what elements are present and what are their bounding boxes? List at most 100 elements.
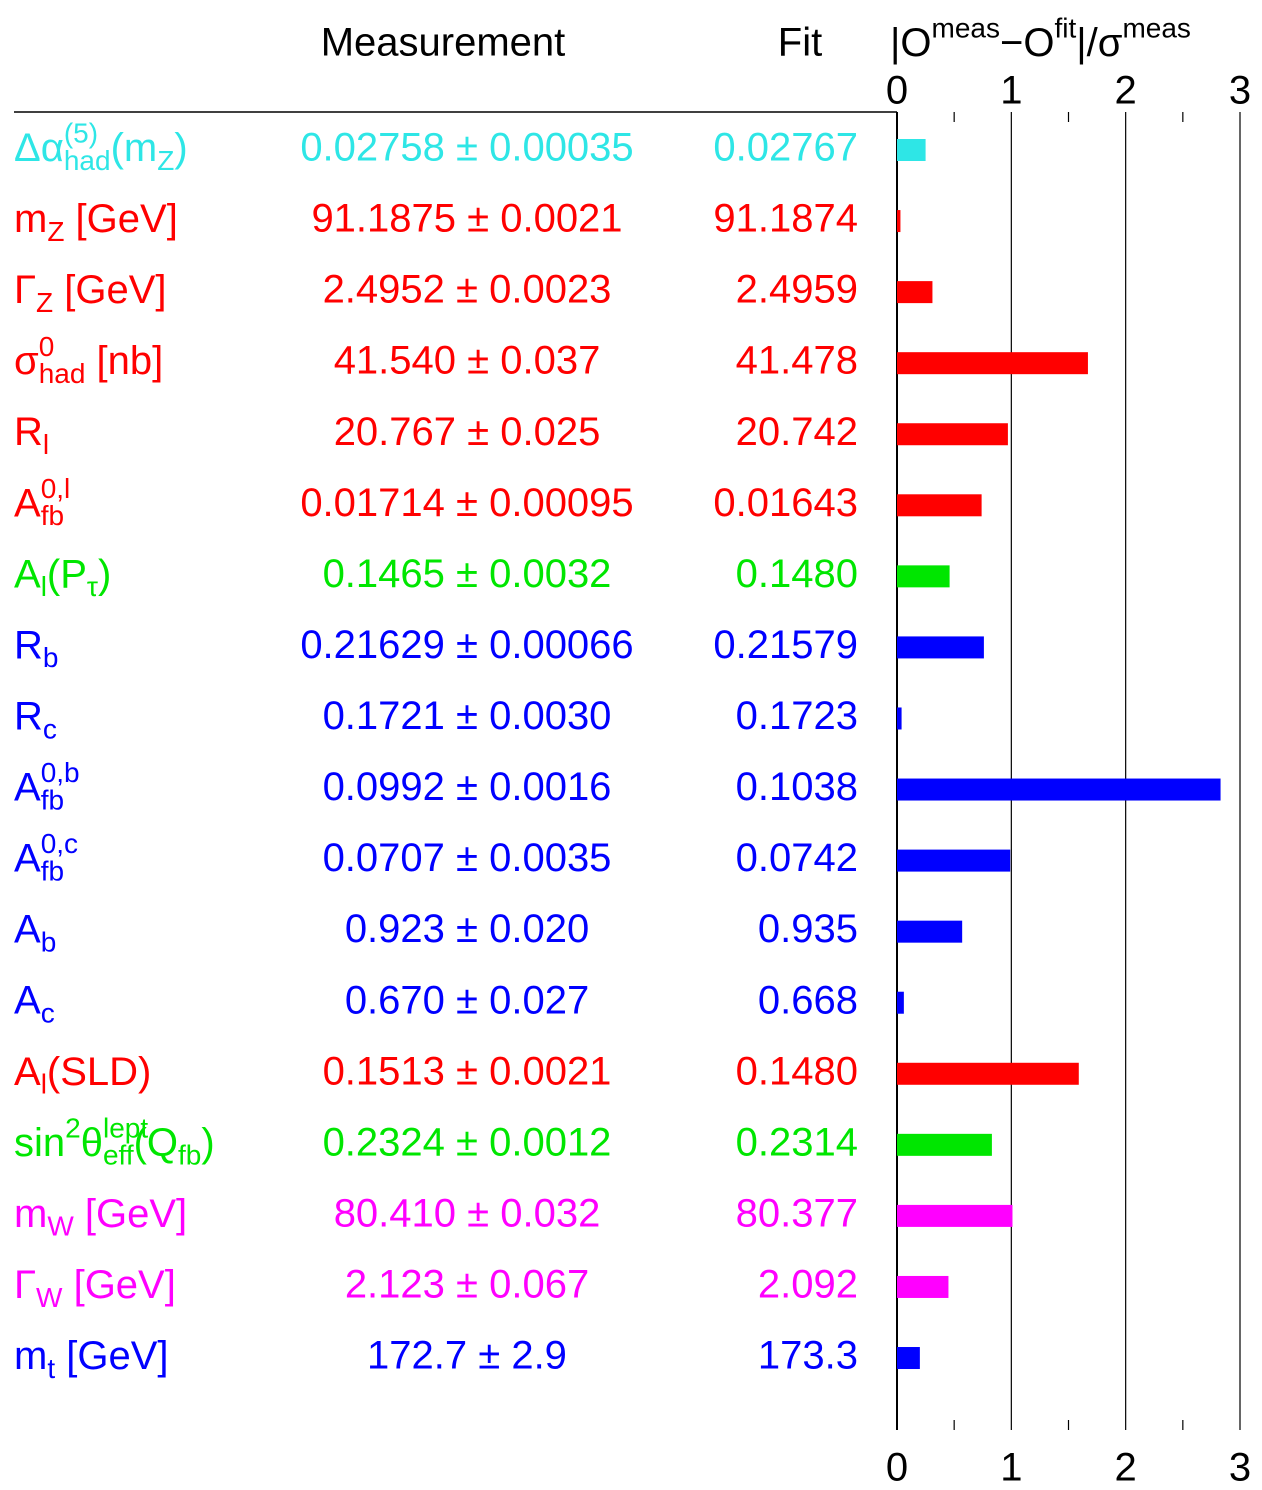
label-part: [GeV] xyxy=(53,268,166,312)
label-part: ) xyxy=(201,1120,214,1164)
row-label: Rb xyxy=(14,623,58,674)
measurement: 2.123 ± 0.067 xyxy=(345,1263,589,1307)
row-label: Ac xyxy=(14,978,55,1029)
label-part: (Q xyxy=(134,1120,178,1164)
row-label: Rl xyxy=(14,410,49,461)
subscript: W xyxy=(36,1282,63,1313)
measurement: 20.767 ± 0.025 xyxy=(334,410,601,454)
fit-value: 0.1480 xyxy=(736,1049,858,1093)
bar xyxy=(897,849,1011,872)
fit-value: 0.21579 xyxy=(713,623,858,667)
subscript: l xyxy=(41,572,47,603)
row-label: ΓZ [GeV] xyxy=(14,268,167,319)
measurement-header: Measurement xyxy=(321,21,566,65)
label-part: A xyxy=(14,978,41,1022)
bar xyxy=(897,494,982,517)
fit-value: 0.01643 xyxy=(713,481,858,525)
bar xyxy=(897,1062,1079,1085)
label-part: R xyxy=(14,410,43,454)
bar xyxy=(897,281,933,304)
bar xyxy=(897,1347,920,1370)
bar xyxy=(897,920,963,943)
fit-value: 41.478 xyxy=(736,339,858,383)
subscript: t xyxy=(47,1353,55,1384)
superscript: (5) xyxy=(64,118,98,149)
bar xyxy=(897,423,1008,446)
bar xyxy=(897,352,1088,375)
fit-value: 0.0742 xyxy=(736,836,858,880)
bar xyxy=(897,1204,1013,1227)
superscript: 0,b xyxy=(41,758,80,789)
fit-value: 20.742 xyxy=(736,410,858,454)
label-part: −O xyxy=(1000,21,1054,65)
label-part: A xyxy=(14,836,41,880)
x-tick-label: 2 xyxy=(1115,1446,1137,1490)
bar xyxy=(897,1133,992,1156)
subscript: fb xyxy=(41,856,64,887)
measurement: 0.1465 ± 0.0032 xyxy=(323,552,612,596)
superscript: 0 xyxy=(39,331,55,362)
measurement: 0.02758 ± 0.00035 xyxy=(300,126,633,170)
x-tick-label: 1 xyxy=(1000,1446,1022,1490)
subscript: b xyxy=(43,643,59,674)
row-label: Rc xyxy=(14,694,57,745)
fit-value: 91.1874 xyxy=(713,197,858,241)
label-part: A xyxy=(14,1049,41,1093)
subscript: had xyxy=(64,145,111,176)
fit-value: 0.02767 xyxy=(713,126,858,170)
superscript: meas xyxy=(932,13,1000,44)
bar xyxy=(897,778,1221,801)
measurement: 41.540 ± 0.037 xyxy=(334,339,601,383)
subscript: c xyxy=(41,998,55,1029)
fit-value: 80.377 xyxy=(736,1191,858,1235)
subscript: had xyxy=(39,358,86,389)
label-part: sin xyxy=(14,1120,65,1164)
measurement: 0.21629 ± 0.00066 xyxy=(300,623,633,667)
axis-title: |Omeas−Ofit|/σmeas xyxy=(890,13,1191,65)
label-part: |/σ xyxy=(1076,21,1123,65)
measurement: 0.01714 ± 0.00095 xyxy=(300,481,633,525)
measurement: 0.923 ± 0.020 xyxy=(345,907,589,951)
bar xyxy=(897,1275,949,1298)
bar xyxy=(897,565,950,588)
x-tick-label: 0 xyxy=(886,1446,908,1490)
x-tick-label: 3 xyxy=(1229,1446,1251,1490)
label-part: Δα xyxy=(14,126,64,170)
fit-value: 173.3 xyxy=(758,1334,858,1378)
label-part: A xyxy=(14,552,41,596)
label-part: [GeV] xyxy=(74,1191,187,1235)
x-tick-label: 1 xyxy=(1000,69,1022,113)
measurement: 172.7 ± 2.9 xyxy=(367,1334,567,1378)
label-part: m xyxy=(14,1334,47,1378)
superscript: lept xyxy=(103,1113,148,1144)
fit-value: 0.1480 xyxy=(736,552,858,596)
label-part: (m xyxy=(111,126,158,170)
superscript: meas xyxy=(1122,13,1190,44)
subscript: fb xyxy=(41,500,64,531)
row-label: mZ [GeV] xyxy=(14,197,178,248)
label-part: R xyxy=(14,623,43,667)
row-label: mW [GeV] xyxy=(14,1191,187,1242)
subscript: Z xyxy=(36,287,53,318)
subscript: W xyxy=(47,1211,74,1242)
x-tick-label: 0 xyxy=(886,69,908,113)
row-label: Al(SLD) xyxy=(14,1049,151,1100)
row-label: Al(Pτ) xyxy=(14,552,111,603)
row-label: mt [GeV] xyxy=(14,1334,169,1385)
label-part: m xyxy=(14,1191,47,1235)
label-part: [GeV] xyxy=(62,1263,175,1307)
measurement: 2.4952 ± 0.0023 xyxy=(323,268,612,312)
label-part: Γ xyxy=(14,1263,36,1307)
subscript: l xyxy=(43,429,49,460)
fit-value: 0.1038 xyxy=(736,765,858,809)
label-part: Γ xyxy=(14,268,36,312)
x-tick-label: 3 xyxy=(1229,69,1251,113)
bar xyxy=(897,210,901,233)
subscript: eff xyxy=(103,1140,134,1171)
label-part: R xyxy=(14,694,43,738)
label-part: A xyxy=(14,765,41,809)
row-label: sin2θlept eff(Qfb) xyxy=(14,1113,215,1171)
superscript: 0,c xyxy=(41,829,78,860)
label-part: ) xyxy=(174,126,187,170)
